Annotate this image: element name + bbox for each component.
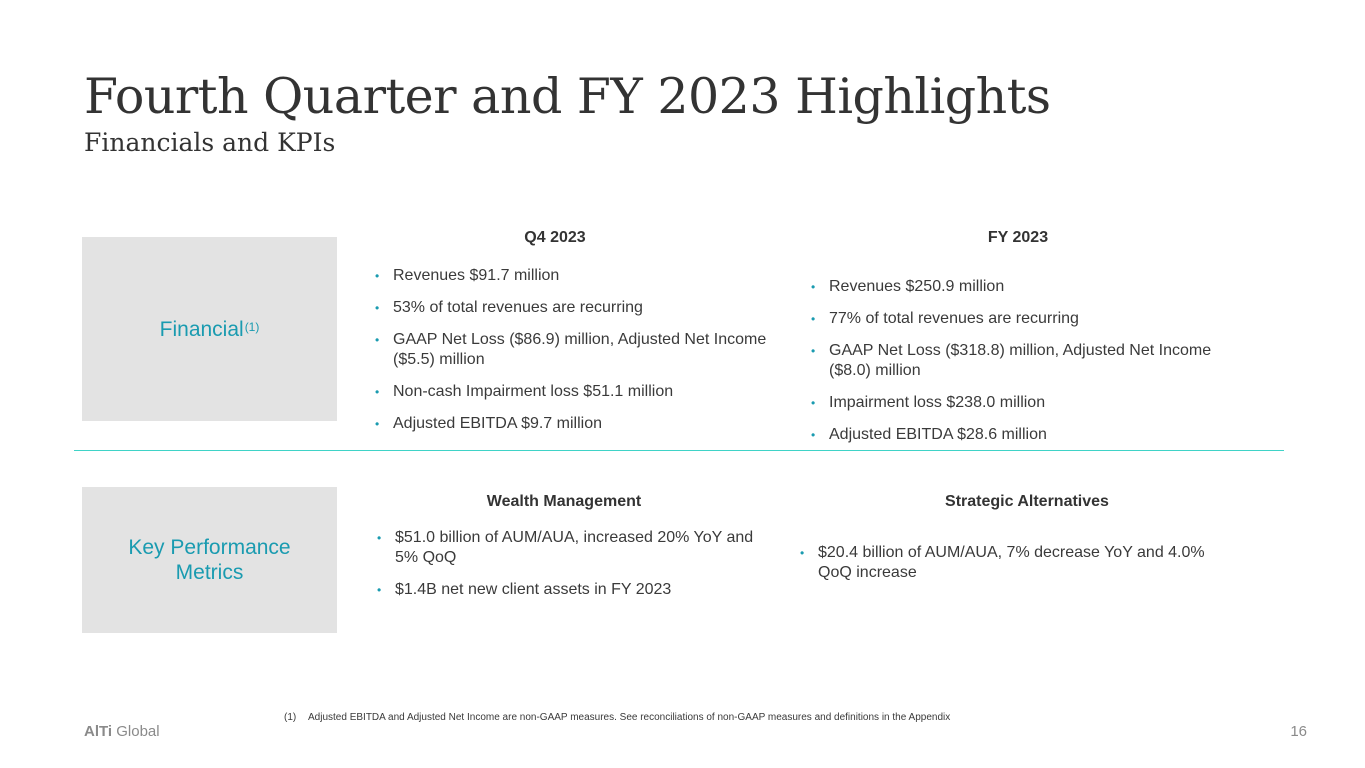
wealth-heading: Wealth Management (486, 493, 642, 510)
list-item: • Revenues $250.9 million (811, 278, 1005, 295)
kpi-category-box: Key Performance Metrics (82, 487, 337, 633)
list-item: • GAAP Net Loss ($86.9) million, Adjusted… (375, 331, 767, 368)
financial-footnote-ref: (1) (244, 319, 260, 334)
page-title: Fourth Quarter and FY 2023 Highlights (84, 68, 1051, 125)
list-item: • $20.4 billion of AUM/AUA, 7% decrease Y… (800, 544, 1205, 581)
kpi-label: Key Performance Metrics (128, 536, 291, 584)
footnote-number: (1) (284, 712, 297, 723)
list-item: • Revenues $91.7 million (375, 267, 560, 284)
q4-heading: Q4 2023 (524, 229, 586, 246)
page-number: 16 (1290, 723, 1307, 740)
list-item: • 53% of total revenues are recurring (375, 299, 643, 316)
strategic-bullet-list: • $20.4 billion of AUM/AUA, 7% decrease Y… (797, 543, 1222, 595)
footnote: (1) Adjusted EBITDA and Adjusted Net Inco… (284, 712, 950, 723)
list-item: • $1.4B net new client assets in FY 2023 (377, 581, 672, 598)
fy-heading: FY 2023 (987, 229, 1049, 246)
q4-bullet-list: • Revenues $91.7 million • 53% of total re… (372, 266, 782, 446)
list-item: • Impairment loss $238.0 million (811, 394, 1046, 411)
company-logo: AlTi Global (84, 723, 160, 740)
section-divider (74, 450, 1284, 451)
financial-category-box: Financial(1) (82, 237, 337, 421)
strategic-heading: Strategic Alternatives (945, 493, 1109, 510)
list-item: • Adjusted EBITDA $28.6 million (811, 426, 1047, 443)
list-item: • 77% of total revenues are recurring (811, 310, 1079, 327)
list-item: • $51.0 billion of AUM/AUA, increased 20%… (377, 529, 754, 566)
list-item: • Adjusted EBITDA $9.7 million (375, 415, 602, 432)
financial-label: Financial(1) (159, 317, 260, 341)
fy-bullet-list: • Revenues $250.9 million • 77% of total r… (808, 277, 1228, 457)
list-item: • GAAP Net Loss ($318.8) million, Adjuste… (811, 342, 1212, 379)
wealth-bullet-list: • $51.0 billion of AUM/AUA, increased 20%… (374, 528, 774, 612)
page-subtitle: Financials and KPIs (84, 128, 336, 157)
footnote-text: Adjusted EBITDA and Adjusted Net Income … (308, 712, 951, 723)
list-item: • Non-cash Impairment loss $51.1 million (375, 383, 674, 400)
